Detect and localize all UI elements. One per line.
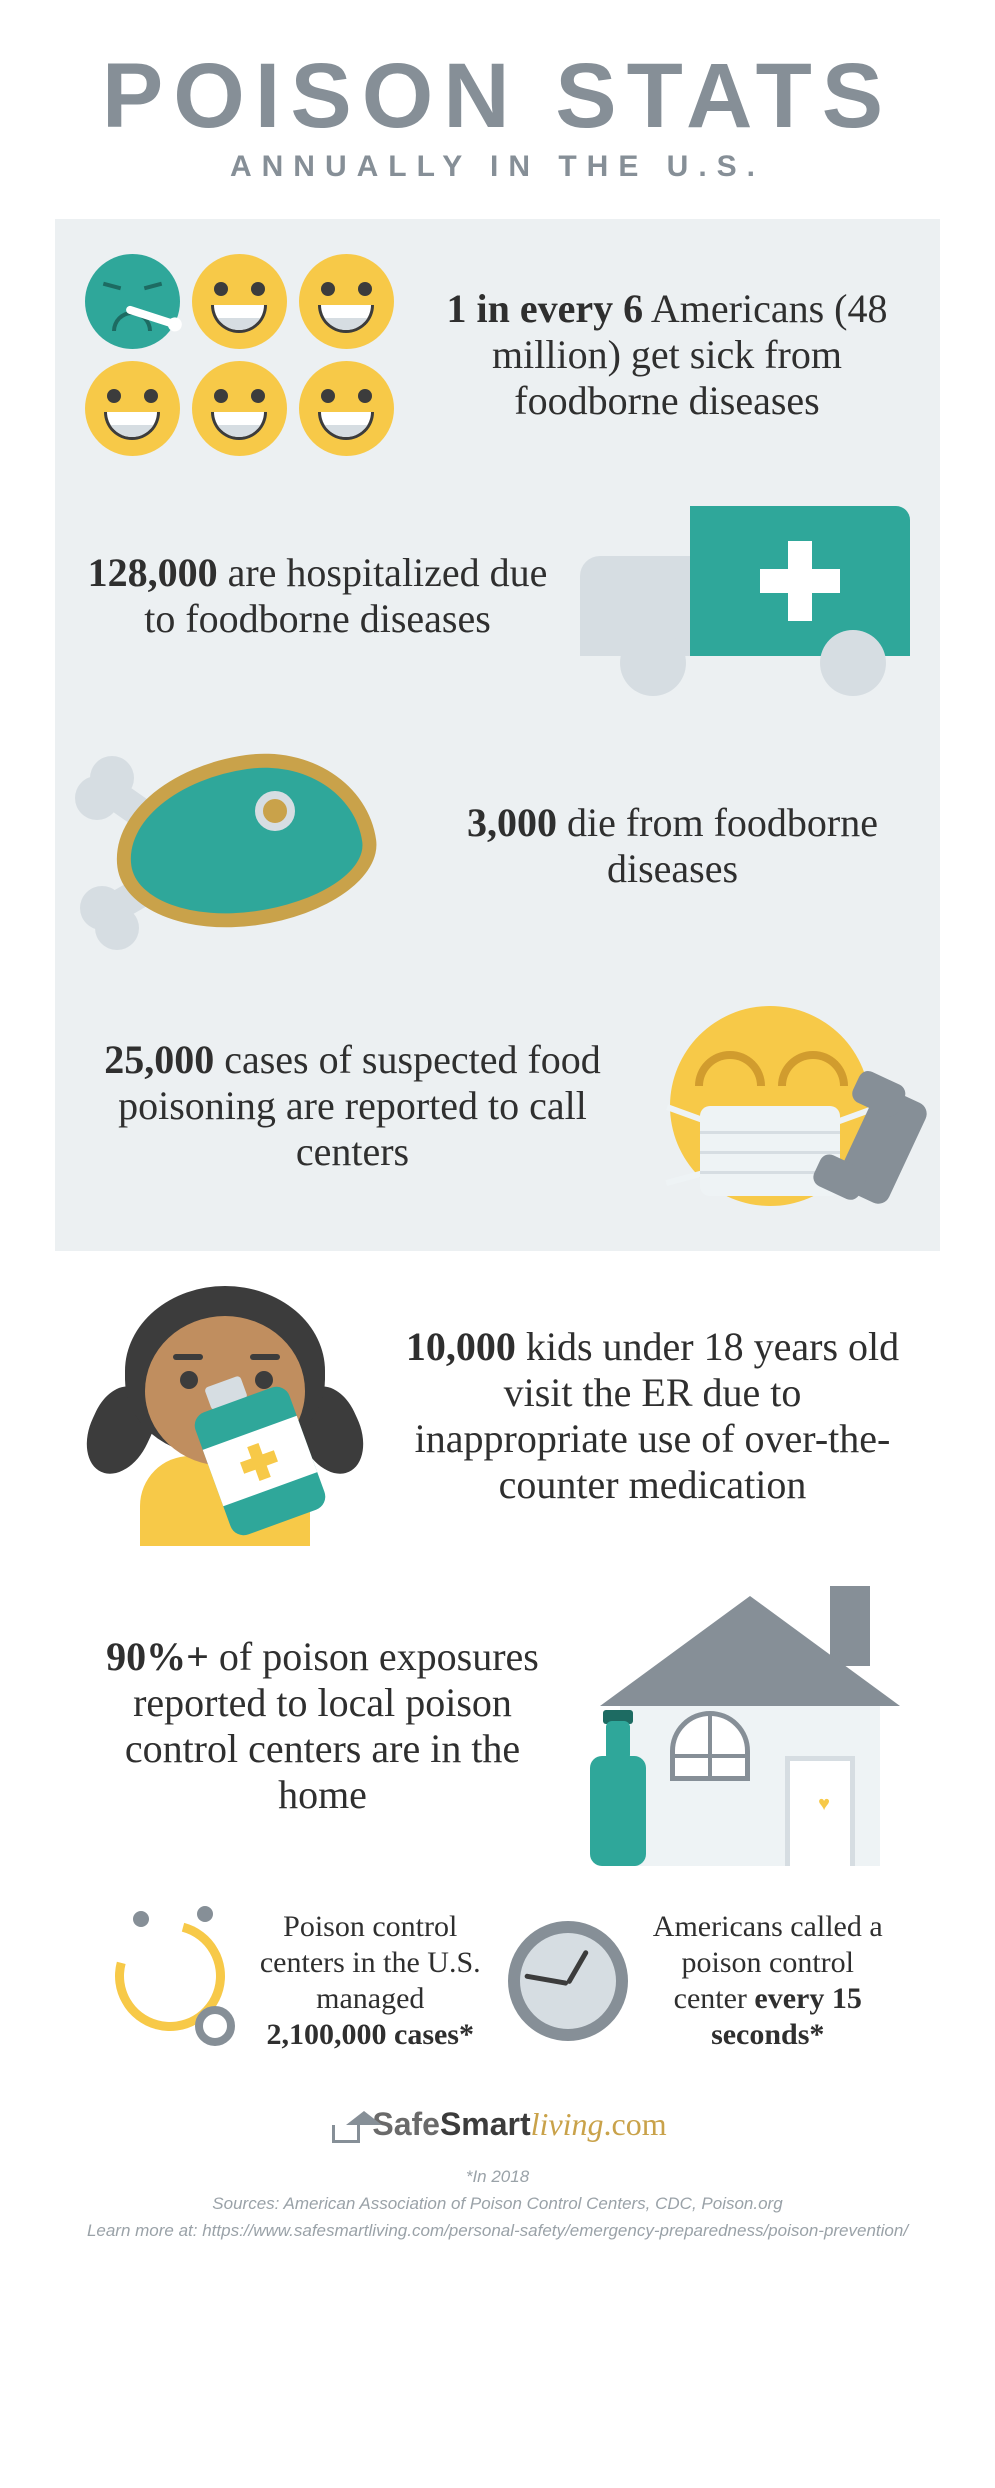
stats-section-2: 10,000 kids under 18 years old visit the… (55, 1251, 940, 2056)
emoji-grid-icon (85, 254, 394, 456)
footer-line1: *In 2018 (55, 2163, 940, 2190)
logo-part3: living (531, 2106, 604, 2142)
stats-panel: 1 in every 6 Americans (48 million) get … (55, 219, 940, 1251)
stat-text-4: 25,000 cases of suspected food poisoning… (85, 1037, 620, 1175)
footer: SafeSmartliving.com *In 2018 Sources: Am… (55, 2106, 940, 2244)
logo-part2: Smart (440, 2106, 531, 2142)
stat-text-1: 1 in every 6 Americans (48 million) get … (424, 286, 910, 424)
footer-line3: Learn more at: https://www.safesmartlivi… (55, 2217, 940, 2244)
stat-row-5: 10,000 kids under 18 years old visit the… (85, 1286, 910, 1546)
stat-row-6: 90%+ of poison exposures reported to loc… (85, 1586, 910, 1866)
stat-text-6: 90%+ of poison exposures reported to loc… (85, 1634, 560, 1818)
bottom-stats-row: Poison control centers in the U.S. manag… (85, 1906, 910, 2056)
stat-text-3: 3,000 die from foodborne diseases (435, 800, 910, 892)
logo-house-icon (328, 2109, 364, 2145)
bottom-text-2: Americans called a poison control center… (646, 1909, 891, 2053)
steak-bones-icon (85, 736, 405, 956)
stat-bold: 1 in every 6 (447, 286, 644, 331)
mask-phone-icon (650, 996, 910, 1216)
stat-text-5: 10,000 kids under 18 years old visit the… (395, 1324, 910, 1508)
bottom-item-2: Americans called a poison control center… (508, 1906, 891, 2056)
footer-line2: Sources: American Association of Poison … (55, 2190, 940, 2217)
ambulance-icon (580, 496, 910, 696)
stat-bold: 10,000 (406, 1324, 516, 1369)
main-title: POISON STATS (55, 50, 940, 142)
stat-rest: die from foodborne diseases (557, 800, 878, 891)
stat-row-4: 25,000 cases of suspected food poisoning… (85, 996, 910, 1216)
stat-text-2: 128,000 are hospitalized due to foodborn… (85, 550, 550, 642)
stat-row-2: 128,000 are hospitalized due to foodborn… (85, 496, 910, 696)
subtitle: ANNUALLY IN THE U.S. (55, 150, 940, 184)
bottom-pre: Poison control centers in the U.S. manag… (260, 1910, 481, 2015)
house-bottle-icon: ♥ (590, 1586, 910, 1866)
stat-bold: 90%+ (106, 1634, 209, 1679)
kid-medication-icon (85, 1286, 365, 1546)
stat-row-1: 1 in every 6 Americans (48 million) get … (85, 254, 910, 456)
infographic-page: POISON STATS ANNUALLY IN THE U.S. 1 in e… (0, 0, 995, 2284)
stat-bold: 25,000 (104, 1037, 214, 1082)
logo: SafeSmartliving.com (55, 2106, 940, 2145)
stat-row-3: 3,000 die from foodborne diseases (85, 736, 910, 956)
stat-bold: 128,000 (88, 550, 218, 595)
bottom-item-1: Poison control centers in the U.S. manag… (105, 1906, 488, 2056)
clock-icon (508, 1921, 628, 2041)
stethoscope-icon (105, 1906, 235, 2056)
stat-bold: 3,000 (467, 800, 557, 845)
logo-suffix: .com (604, 2106, 667, 2142)
bottom-bold: 2,100,000 cases* (267, 2018, 474, 2051)
footer-notes: *In 2018 Sources: American Association o… (55, 2163, 940, 2245)
logo-part1: Safe (372, 2106, 440, 2142)
bottom-text-1: Poison control centers in the U.S. manag… (253, 1909, 488, 2053)
